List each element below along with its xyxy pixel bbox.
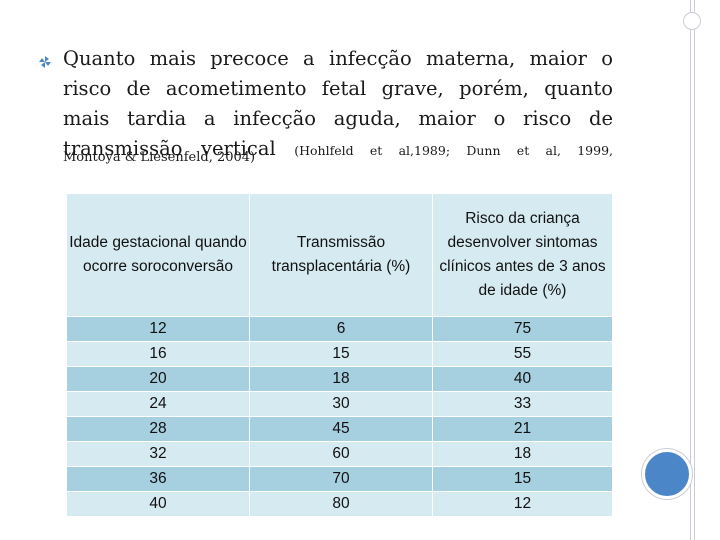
table-row: 36 70 15 [66, 466, 613, 492]
header-gestational-age: Idade gestacional quando ocorre soroconv… [66, 193, 250, 317]
cell-transmission: 60 [249, 441, 433, 467]
cell-transmission: 70 [249, 466, 433, 492]
paragraph-line: mais tardia a infecção aguda, maior o ri… [63, 107, 613, 130]
cell-age: 28 [66, 416, 250, 442]
cell-risk: 18 [432, 441, 613, 467]
table-row: 12 6 75 [66, 316, 613, 342]
cell-risk: 12 [432, 491, 613, 517]
cell-transmission: 6 [249, 316, 433, 342]
cell-age: 40 [66, 491, 250, 517]
cell-risk: 55 [432, 341, 613, 367]
header-transmission: Transmissão transplacentária (%) [249, 193, 433, 317]
table-row: 40 80 12 [66, 491, 613, 517]
table-row: 32 60 18 [66, 441, 613, 467]
border-line [694, 0, 695, 540]
cell-risk: 33 [432, 391, 613, 417]
table-row: 28 45 21 [66, 416, 613, 442]
bullet-paragraph: Quanto mais precoce a infecção materna, … [63, 44, 613, 166]
table-header-row: Idade gestacional quando ocorre soroconv… [66, 193, 613, 317]
table-row: 16 15 55 [66, 341, 613, 367]
pinwheel-bullet-icon [38, 54, 52, 68]
cell-age: 20 [66, 366, 250, 392]
cell-risk: 15 [432, 466, 613, 492]
decorative-blue-circle [642, 449, 692, 499]
cell-transmission: 18 [249, 366, 433, 392]
paragraph-line-last: transmissão vertical (Hohlfeld et al,198… [63, 134, 613, 166]
paragraph-line: risco de acometimento fetal grave, porém… [63, 77, 613, 100]
data-table: Idade gestacional quando ocorre soroconv… [66, 193, 613, 517]
border-line [690, 0, 691, 540]
citation-inline: (Hohlfeld et al,1989; Dunn et al, 1999, [294, 143, 614, 158]
header-risk: Risco da criança desenvolver sintomas cl… [432, 193, 613, 317]
cell-transmission: 45 [249, 416, 433, 442]
cell-age: 36 [66, 466, 250, 492]
decorative-circle [683, 12, 701, 30]
paragraph-line-text: transmissão vertical [63, 137, 276, 160]
cell-transmission: 30 [249, 391, 433, 417]
cell-age: 24 [66, 391, 250, 417]
paragraph-line: Quanto mais precoce a infecção materna, … [63, 47, 613, 70]
cell-transmission: 80 [249, 491, 433, 517]
cell-age: 12 [66, 316, 250, 342]
cell-risk: 40 [432, 366, 613, 392]
table-row: 20 18 40 [66, 366, 613, 392]
cell-risk: 75 [432, 316, 613, 342]
table-row: 24 30 33 [66, 391, 613, 417]
cell-transmission: 15 [249, 341, 433, 367]
citation-continuation: Montoya & Liesenfeld, 2004) [63, 150, 256, 165]
cell-risk: 21 [432, 416, 613, 442]
cell-age: 16 [66, 341, 250, 367]
cell-age: 32 [66, 441, 250, 467]
